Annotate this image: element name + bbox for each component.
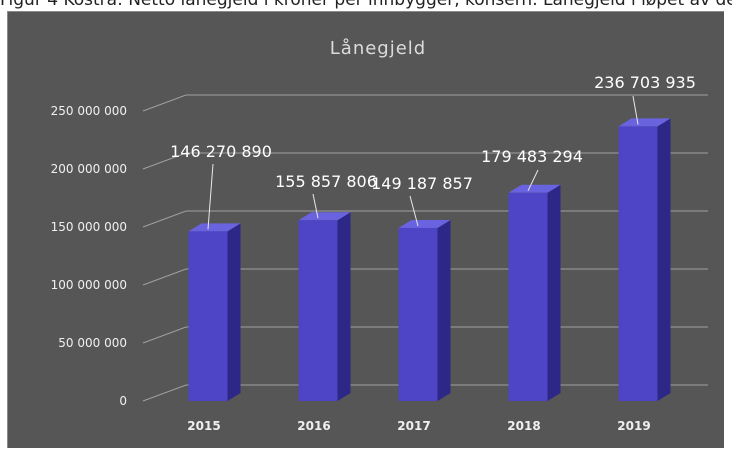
bar-side (337, 212, 351, 401)
bar-2019 (618, 118, 671, 402)
figure-caption: Figur 4 Kostra: Netto lånegjeld i kroner… (0, 0, 732, 10)
data-label: 236 703 935 (594, 73, 696, 92)
y-axis-ticks: 0 50 000 000 100 000 000 150 000 000 200 000… (51, 104, 127, 408)
data-label-leader (632, 95, 639, 125)
bar-front (508, 192, 548, 401)
bar-front (398, 227, 438, 401)
x-tick-label: 2018 (507, 419, 540, 433)
x-tick-label: 2016 (297, 419, 330, 433)
bar-front (618, 126, 658, 402)
y-tick-label: 100 000 000 (51, 278, 127, 292)
bar-2016 (298, 212, 351, 401)
bar-side (547, 184, 561, 401)
data-label: 179 483 294 (481, 147, 583, 166)
bar-chart: Lånegjeld 0 50 000 000 100 000 000 150 000 … (51, 38, 708, 433)
data-label: 149 187 857 (371, 174, 473, 193)
bar-front (188, 231, 228, 401)
y-tick-label: 50 000 000 (58, 336, 127, 350)
data-label-leader (527, 169, 539, 192)
y-tick-label: 250 000 000 (51, 104, 127, 118)
chart-title: Lånegjeld (330, 38, 426, 59)
bar-2018 (508, 184, 561, 401)
bar-top (188, 223, 241, 232)
bar-top (508, 184, 561, 193)
data-label: 146 270 890 (170, 142, 272, 161)
chart-frame: Lånegjeld 0 50 000 000 100 000 000 150 000 … (7, 11, 724, 448)
bar-top (398, 219, 451, 228)
x-axis-ticks: 2015 2016 2017 2018 2019 (187, 419, 650, 433)
bars (188, 118, 671, 402)
bar-2015 (188, 223, 241, 401)
data-label-leader (409, 195, 419, 227)
bar-top (298, 212, 351, 221)
y-tick-label: 200 000 000 (51, 162, 127, 176)
bar-side (227, 223, 241, 401)
gridline (142, 94, 708, 112)
data-label-leader (207, 163, 214, 230)
data-label: 155 857 806 (275, 172, 377, 191)
bar-2017 (398, 219, 451, 401)
y-tick-label: 150 000 000 (51, 220, 127, 234)
bar-side (657, 118, 671, 402)
x-tick-label: 2019 (617, 419, 650, 433)
x-tick-label: 2015 (187, 419, 220, 433)
gridline (142, 152, 708, 170)
bar-side (437, 219, 451, 401)
x-tick-label: 2017 (397, 419, 430, 433)
bar-front (298, 220, 338, 401)
bar-top (618, 118, 671, 127)
y-tick-label: 0 (119, 394, 127, 408)
data-label-leader (312, 193, 319, 219)
